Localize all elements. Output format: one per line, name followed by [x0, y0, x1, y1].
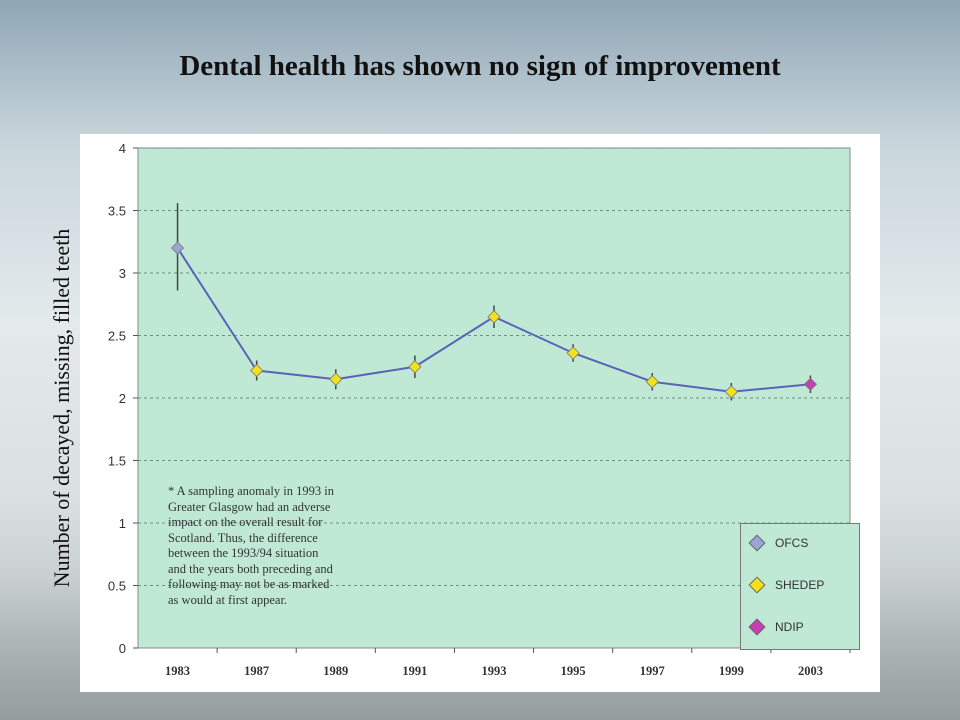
legend-marker-shedep	[748, 576, 766, 594]
y-tick-label: 0.5	[108, 579, 126, 594]
data-point	[170, 241, 185, 255]
x-tick-label: 1983	[165, 664, 190, 678]
y-tick-label: 1.5	[108, 454, 126, 469]
legend-label-ofcs: OFCS	[775, 536, 809, 550]
y-tick-label: 3	[119, 266, 126, 281]
y-tick-label: 4	[119, 141, 126, 156]
x-tick-label: 2003	[798, 664, 823, 678]
x-tick-label: 1995	[561, 664, 586, 678]
data-point	[408, 360, 422, 374]
line-chart: 0 0.5 1 1.5 2 2.5 3 3.5 4 1983 1987 1989 1991 1993 199…	[108, 141, 851, 678]
data-point	[250, 363, 264, 378]
y-tick-label: 2	[119, 391, 126, 406]
x-tick-label: 1999	[719, 664, 744, 678]
x-tick-label: 1993	[482, 664, 507, 678]
legend-item-ofcs: OFCS	[748, 534, 809, 552]
x-tick-label: 1987	[244, 664, 269, 678]
chart-frame: 0 0.5 1 1.5 2 2.5 3 3.5 4 1983 1987 1989 1991 1993 199…	[80, 134, 880, 692]
legend-marker-ofcs	[748, 534, 766, 552]
legend-marker-ndip	[748, 618, 766, 636]
data-point	[724, 385, 738, 399]
x-tick-label: 1997	[640, 664, 665, 678]
legend-label-ndip: NDIP	[775, 620, 804, 634]
chart-legend: OFCS SHEDEP NDIP	[740, 523, 860, 650]
y-tick-label: 2.5	[108, 329, 126, 344]
legend-item-shedep: SHEDEP	[748, 576, 825, 594]
y-tick-label: 1	[119, 516, 126, 531]
data-point	[487, 310, 501, 324]
data-point	[803, 377, 818, 391]
data-point	[329, 372, 343, 386]
y-axis-label: Number of decayed, missing, filled teeth	[49, 228, 74, 588]
legend-item-ndip: NDIP	[748, 618, 804, 636]
legend-label-shedep: SHEDEP	[775, 578, 825, 592]
y-tick-label: 0	[119, 641, 126, 656]
x-tick-label: 1991	[402, 664, 427, 678]
data-point	[645, 375, 659, 389]
y-tick-label: 3.5	[108, 204, 126, 219]
data-point	[566, 346, 580, 360]
chart-annotation: * A sampling anomaly in 1993 in Greater …	[168, 484, 334, 607]
page-title: Dental health has shown no sign of impro…	[179, 50, 781, 82]
x-tick-label: 1989	[323, 664, 348, 678]
